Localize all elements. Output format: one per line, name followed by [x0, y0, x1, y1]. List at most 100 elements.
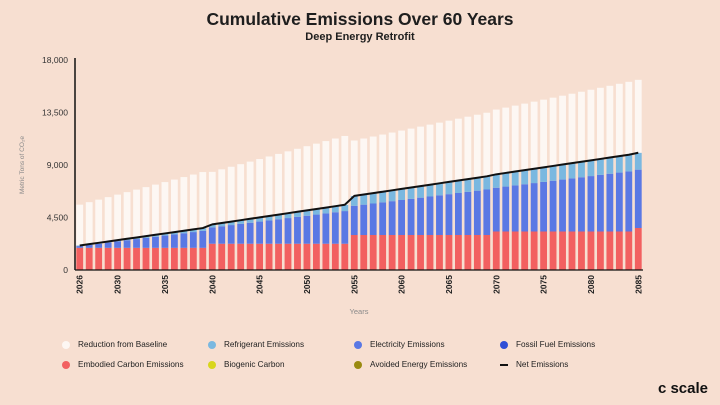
bar-reduction-from-baseline: [85, 202, 93, 245]
bar-refrigerant-emissions: [294, 211, 301, 217]
bar-electricity-emissions: [350, 205, 358, 235]
bar-electricity-emissions: [227, 225, 235, 244]
bar-refrigerant-emissions: [426, 184, 434, 197]
bar-embodied-carbon-emissions: [85, 247, 93, 270]
bar-reduction-from-baseline: [208, 171, 216, 225]
x-tick-label: 2060: [397, 275, 407, 294]
bar-refrigerant-emissions: [502, 172, 510, 187]
bar-electricity-emissions: [85, 244, 93, 248]
bar-refrigerant-emissions: [256, 217, 264, 222]
bar-reduction-from-baseline: [587, 89, 595, 161]
x-tick-label: 2080: [586, 275, 596, 294]
bar-electricity-emissions: [464, 191, 472, 235]
bar-electricity-emissions: [445, 194, 453, 235]
bar-reduction-from-baseline: [473, 114, 481, 178]
bar-embodied-carbon-emissions: [625, 231, 633, 270]
bar-electricity-emissions: [294, 216, 301, 244]
bar-reduction-from-baseline: [152, 184, 159, 235]
bar-reduction-from-baseline: [549, 97, 557, 166]
bar-embodied-carbon-emissions: [473, 235, 481, 270]
bar-reduction-from-baseline: [369, 136, 377, 194]
bar-embodied-carbon-emissions: [559, 231, 566, 270]
bar-refrigerant-emissions: [445, 181, 453, 195]
bar-refrigerant-emissions: [634, 152, 642, 170]
bar-embodied-carbon-emissions: [322, 243, 330, 270]
bar-refrigerant-emissions: [568, 163, 576, 179]
bar-reduction-from-baseline: [492, 109, 500, 175]
bar-reduction-from-baseline: [530, 101, 538, 169]
bar-electricity-emissions: [180, 233, 188, 248]
y-axis-label: Metric Tons of CO₂e: [19, 136, 26, 194]
bar-reduction-from-baseline: [417, 126, 424, 187]
legend-swatch: [500, 363, 508, 366]
bar-refrigerant-emissions: [265, 215, 273, 221]
bar-electricity-emissions: [170, 234, 178, 248]
bar-embodied-carbon-emissions: [170, 247, 178, 270]
bar-reduction-from-baseline: [568, 93, 576, 164]
bar-electricity-emissions: [540, 181, 548, 232]
bar-reduction-from-baseline: [114, 194, 122, 241]
bar-embodied-carbon-emissions: [237, 243, 245, 270]
bar-reduction-from-baseline: [426, 124, 434, 185]
bar-electricity-emissions: [549, 180, 557, 232]
legend-label: Reduction from Baseline: [78, 340, 168, 349]
bar-refrigerant-emissions: [379, 191, 387, 203]
bar-reduction-from-baseline: [294, 148, 301, 212]
chart-title: Cumulative Emissions Over 60 Years: [206, 9, 514, 29]
bar-electricity-emissions: [483, 189, 491, 235]
net-emissions-line: [79, 151, 639, 247]
bar-reduction-from-baseline: [606, 85, 614, 158]
bar-electricity-emissions: [265, 220, 273, 244]
bar-embodied-carbon-emissions: [199, 247, 207, 270]
bar-electricity-emissions: [606, 173, 614, 232]
bar-electricity-emissions: [379, 202, 387, 235]
bar-reduction-from-baseline: [322, 141, 330, 208]
x-tick-label: 2040: [207, 275, 217, 294]
bar-reduction-from-baseline: [275, 153, 282, 215]
bar-embodied-carbon-emissions: [369, 235, 377, 270]
bar-electricity-emissions: [189, 232, 197, 248]
bar-refrigerant-emissions: [189, 229, 197, 233]
legend-item-avoided-energy: Avoided Energy Emissions: [354, 360, 467, 369]
legend-swatch: [208, 360, 216, 369]
bar-embodied-carbon-emissions: [303, 243, 311, 270]
bar-refrigerant-emissions: [540, 167, 548, 182]
legend-label: Avoided Energy Emissions: [370, 360, 468, 369]
bar-reduction-from-baseline: [511, 105, 519, 172]
bar-refrigerant-emissions: [208, 224, 216, 228]
bar-electricity-emissions: [587, 176, 595, 232]
legend-swatch: [62, 340, 70, 349]
bar-refrigerant-emissions: [606, 157, 614, 174]
bar-refrigerant-emissions: [161, 233, 169, 236]
bar-electricity-emissions: [615, 172, 623, 232]
legend-label: Fossil Fuel Emissions: [516, 340, 596, 349]
bar-reduction-from-baseline: [246, 161, 254, 219]
bar-embodied-carbon-emissions: [114, 247, 122, 270]
x-tick-label: 2035: [160, 275, 170, 294]
chart-subtitle: Deep Energy Retrofit: [305, 31, 415, 43]
bar-refrigerant-emissions: [596, 158, 604, 175]
bar-embodied-carbon-emissions: [388, 235, 396, 270]
bar-embodied-carbon-emissions: [568, 231, 576, 270]
bar-embodied-carbon-emissions: [492, 231, 500, 270]
bar-embodied-carbon-emissions: [284, 243, 292, 270]
bar-reduction-from-baseline: [237, 164, 245, 221]
bar-electricity-emissions: [568, 178, 576, 232]
bar-electricity-emissions: [369, 203, 377, 235]
bar-embodied-carbon-emissions: [454, 235, 462, 270]
x-axis-label: Years: [350, 307, 369, 316]
bar-refrigerant-emissions: [170, 232, 178, 235]
bar-embodied-carbon-emissions: [578, 231, 585, 270]
bar-electricity-emissions: [161, 235, 169, 248]
bar-reduction-from-baseline: [454, 118, 462, 181]
bar-electricity-emissions: [454, 193, 462, 235]
bar-reduction-from-baseline: [284, 151, 292, 214]
legend-label: Electricity Emissions: [370, 340, 445, 349]
bar-embodied-carbon-emissions: [483, 235, 491, 270]
bar-reduction-from-baseline: [312, 143, 320, 209]
y-tick-label: 4,500: [47, 213, 69, 223]
bar-refrigerant-emissions: [492, 174, 500, 188]
bar-embodied-carbon-emissions: [407, 235, 415, 270]
bar-electricity-emissions: [133, 239, 140, 248]
bar-refrigerant-emissions: [303, 210, 311, 216]
